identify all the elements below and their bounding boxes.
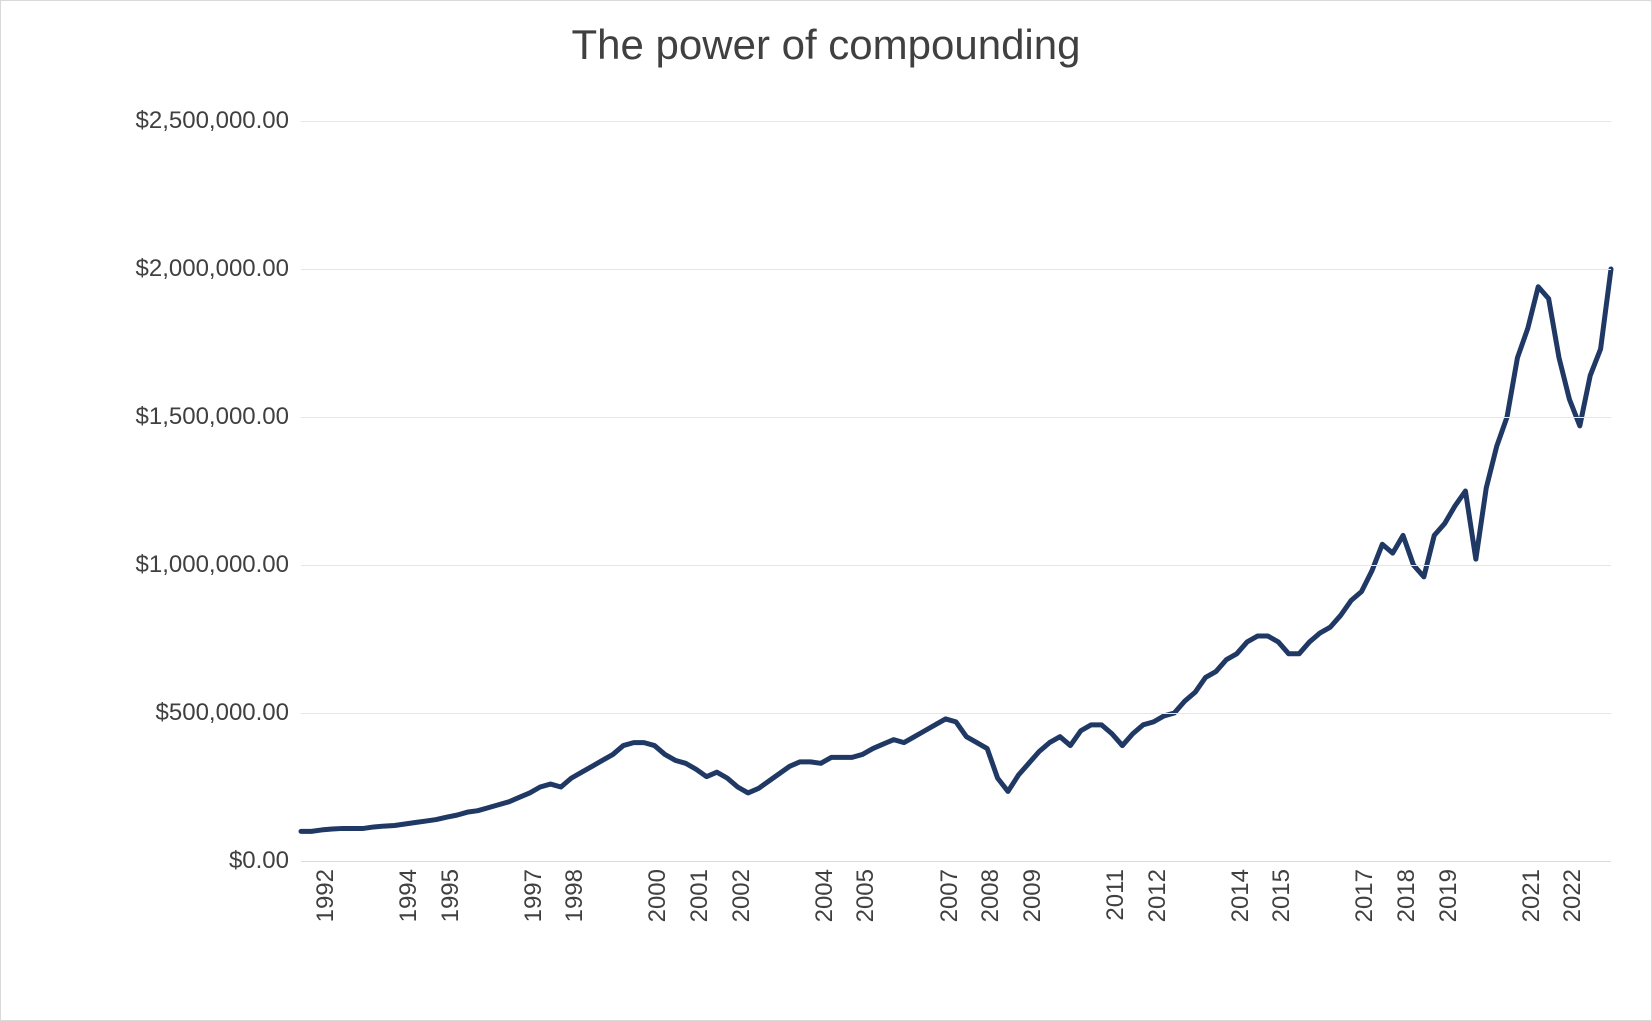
x-axis-tick-label: 2018 bbox=[1393, 869, 1421, 922]
gridline bbox=[301, 713, 1611, 714]
x-axis-tick-label: 2005 bbox=[852, 869, 880, 922]
x-axis-tick-label: 1994 bbox=[395, 869, 423, 922]
x-axis-tick-label: 2002 bbox=[728, 869, 756, 922]
chart-container: The power of compounding $0.00$500,000.0… bbox=[0, 0, 1652, 1021]
plot-area: $0.00$500,000.00$1,000,000.00$1,500,000.… bbox=[301, 121, 1611, 861]
x-axis-tick-label: 2021 bbox=[1518, 869, 1546, 922]
y-axis-tick-label: $1,000,000.00 bbox=[136, 551, 301, 579]
y-axis-tick-label: $0.00 bbox=[229, 847, 301, 875]
y-axis-tick-label: $1,500,000.00 bbox=[136, 403, 301, 431]
x-axis-tick-label: 2007 bbox=[936, 869, 964, 922]
gridline bbox=[301, 269, 1611, 270]
x-axis-tick-label: 2000 bbox=[644, 869, 672, 922]
x-axis-tick-label: 2017 bbox=[1351, 869, 1379, 922]
x-axis-tick-label: 1992 bbox=[312, 869, 340, 922]
x-axis-tick-label: 2008 bbox=[977, 869, 1005, 922]
gridline bbox=[301, 121, 1611, 122]
gridline bbox=[301, 565, 1611, 566]
x-axis-tick-label: 2004 bbox=[811, 869, 839, 922]
gridline bbox=[301, 417, 1611, 418]
line-chart-svg bbox=[301, 121, 1611, 861]
x-axis-line bbox=[301, 861, 1611, 862]
x-axis-tick-label: 2009 bbox=[1019, 869, 1047, 922]
series-line-portfolio-value bbox=[301, 269, 1611, 831]
y-axis-tick-label: $2,000,000.00 bbox=[136, 255, 301, 283]
x-axis-tick-label: 2001 bbox=[686, 869, 714, 922]
x-axis-tick-label: 1997 bbox=[520, 869, 548, 922]
x-axis-tick-label: 1995 bbox=[437, 869, 465, 922]
x-axis-tick-label: 2015 bbox=[1268, 869, 1296, 922]
chart-title: The power of compounding bbox=[1, 21, 1651, 69]
y-axis-tick-label: $2,500,000.00 bbox=[136, 107, 301, 135]
x-axis-tick-label: 2011 bbox=[1102, 869, 1130, 921]
x-axis-tick-label: 2019 bbox=[1435, 869, 1463, 922]
y-axis-tick-label: $500,000.00 bbox=[156, 699, 301, 727]
x-axis-tick-label: 2014 bbox=[1227, 869, 1255, 922]
x-axis-tick-label: 1998 bbox=[561, 869, 589, 922]
x-axis-tick-label: 2022 bbox=[1559, 869, 1587, 922]
x-axis-tick-label: 2012 bbox=[1144, 869, 1172, 922]
